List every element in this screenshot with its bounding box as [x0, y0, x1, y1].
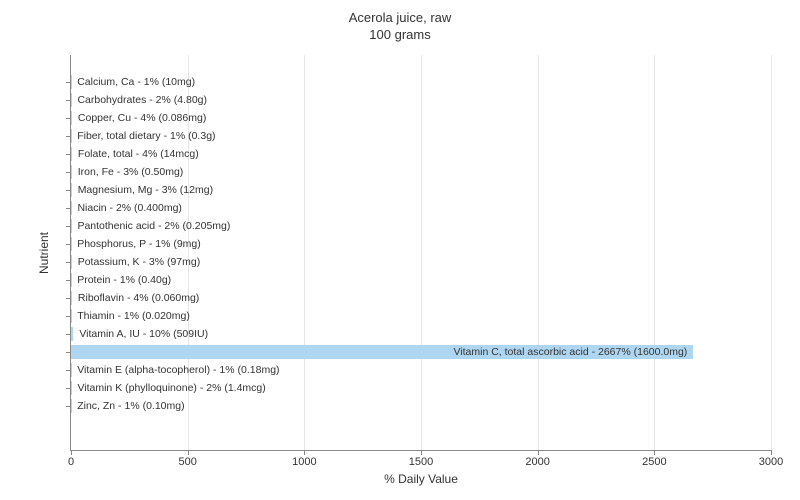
xtick-label: 500: [178, 450, 196, 468]
bar-row: Vitamin A, IU - 10% (509IU): [71, 327, 771, 341]
bar-label: Zinc, Zn - 1% (0.10mg): [77, 400, 184, 412]
bar: [71, 183, 72, 197]
bar-label: Thiamin - 1% (0.020mg): [77, 310, 190, 322]
bar-row: Vitamin E (alpha-tocopherol) - 1% (0.18m…: [71, 363, 771, 377]
chart-title: Acerola juice, raw 100 grams: [0, 10, 800, 44]
bar-label: Iron, Fe - 3% (0.50mg): [78, 166, 184, 178]
bar-label: Fiber, total dietary - 1% (0.3g): [77, 130, 215, 142]
bar-label: Protein - 1% (0.40g): [77, 274, 171, 286]
bar-row: Folate, total - 4% (14mcg): [71, 147, 771, 161]
bar-label: Vitamin A, IU - 10% (509IU): [79, 328, 208, 340]
bar: [71, 291, 72, 305]
bar-row: Calcium, Ca - 1% (10mg): [71, 75, 771, 89]
bar-row: Zinc, Zn - 1% (0.10mg): [71, 399, 771, 413]
bar-label: Pantothenic acid - 2% (0.205mg): [77, 220, 230, 232]
bar-label: Folate, total - 4% (14mcg): [78, 148, 199, 160]
bar-label: Calcium, Ca - 1% (10mg): [77, 76, 195, 88]
xtick-label: 2500: [642, 450, 666, 468]
bar-row: Copper, Cu - 4% (0.086mg): [71, 111, 771, 125]
bar: [71, 111, 72, 125]
xtick-label: 1500: [409, 450, 433, 468]
bar-label: Carbohydrates - 2% (4.80g): [77, 94, 207, 106]
bar-label: Phosphorus, P - 1% (9mg): [77, 238, 201, 250]
bar-label: Vitamin E (alpha-tocopherol) - 1% (0.18m…: [77, 364, 279, 376]
xtick-label: 2000: [525, 450, 549, 468]
bar-row: Thiamin - 1% (0.020mg): [71, 309, 771, 323]
bar-row: Magnesium, Mg - 3% (12mg): [71, 183, 771, 197]
nutrient-chart: Acerola juice, raw 100 grams Nutrient % …: [0, 0, 800, 500]
bar: [71, 165, 72, 179]
bar-row: Carbohydrates - 2% (4.80g): [71, 93, 771, 107]
bar-label: Vitamin C, total ascorbic acid - 2667% (…: [453, 346, 687, 358]
bar-label: Copper, Cu - 4% (0.086mg): [78, 112, 206, 124]
bar-label: Vitamin K (phylloquinone) - 2% (1.4mcg): [77, 382, 265, 394]
bar-row: Riboflavin - 4% (0.060mg): [71, 291, 771, 305]
xtick-label: 0: [68, 450, 74, 468]
bar: [71, 327, 73, 341]
xtick-label: 1000: [292, 450, 316, 468]
y-axis-label: Nutrient: [37, 231, 51, 273]
bar-row: Vitamin K (phylloquinone) - 2% (1.4mcg): [71, 381, 771, 395]
bar-row: Fiber, total dietary - 1% (0.3g): [71, 129, 771, 143]
bar-row: Phosphorus, P - 1% (9mg): [71, 237, 771, 251]
bar-row: Iron, Fe - 3% (0.50mg): [71, 165, 771, 179]
bar: [71, 255, 72, 269]
bar-row: Potassium, K - 3% (97mg): [71, 255, 771, 269]
plot-area: Nutrient % Daily Value 05001000150020002…: [70, 55, 771, 451]
bar-label: Riboflavin - 4% (0.060mg): [78, 292, 199, 304]
bar-row: Vitamin C, total ascorbic acid - 2667% (…: [71, 345, 771, 359]
bar-row: Protein - 1% (0.40g): [71, 273, 771, 287]
bar-row: Pantothenic acid - 2% (0.205mg): [71, 219, 771, 233]
bar-label: Magnesium, Mg - 3% (12mg): [78, 184, 213, 196]
chart-title-line1: Acerola juice, raw: [0, 10, 800, 27]
bar: [71, 147, 72, 161]
x-axis-label: % Daily Value: [71, 472, 771, 486]
bar-label: Niacin - 2% (0.400mg): [77, 202, 181, 214]
bar-row: Niacin - 2% (0.400mg): [71, 201, 771, 215]
chart-title-line2: 100 grams: [0, 27, 800, 44]
bar-label: Potassium, K - 3% (97mg): [78, 256, 201, 268]
gridline: [771, 55, 772, 450]
xtick-label: 3000: [759, 450, 783, 468]
